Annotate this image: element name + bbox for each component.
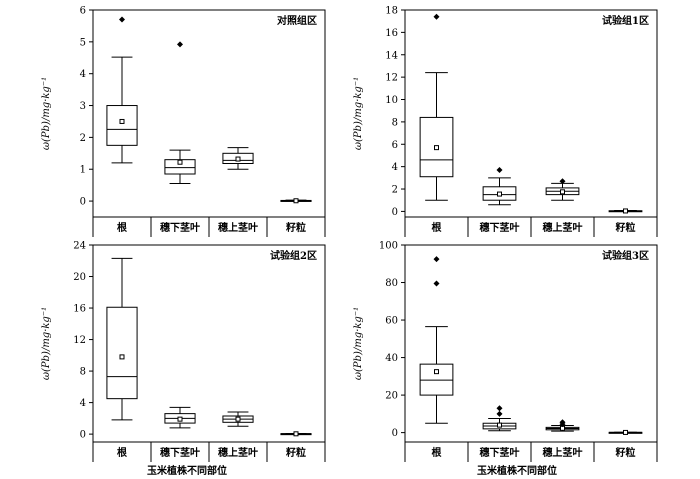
panel-2-y-tick-label: 6 [392, 140, 398, 151]
panel-1-y-axis-title: ω(Pb)/mg·kg⁻¹ [41, 77, 52, 150]
panel-4-y-tick-label: 60 [385, 316, 398, 327]
panel-4-category-label: 穗下茎叶 [480, 446, 520, 459]
panel-3-category-label: 籽粒 [286, 446, 306, 459]
panel-2-y-tick-label: 16 [385, 28, 398, 39]
panel-1-mean-marker [119, 118, 125, 124]
panel-3-category-label: 穗上茎叶 [218, 446, 258, 459]
panel-4-mean-marker [497, 422, 502, 428]
panel-3-mean-marker [235, 416, 241, 422]
panel-1-y-tick-label: 5 [80, 37, 86, 48]
panel-2-y-tick-label: 10 [385, 95, 398, 106]
panel-3-y-tick-label: 24 [73, 241, 86, 252]
panel-2-category-label: 根 [432, 221, 442, 234]
panel-1-category-label: 穗上茎叶 [218, 221, 258, 234]
panel-2-category-label: 穗下茎叶 [480, 221, 520, 234]
panel-1-y-tick-label: 6 [80, 6, 86, 17]
panel-2-outlier-point [559, 178, 566, 185]
panel-1-y-tick-label: 0 [80, 197, 86, 208]
panel-2-y-tick-label: 2 [392, 185, 398, 196]
panel-2-y-tick-label: 18 [385, 6, 398, 17]
panel-1-category-label: 穗下茎叶 [160, 221, 200, 234]
panel-4-y-tick-label: 20 [385, 391, 398, 402]
x-axis-title-left: 玉米植株不同部位 [147, 464, 227, 477]
panel-3-box [106, 306, 138, 400]
panel-3-y-tick-label: 8 [80, 367, 86, 378]
panel-2-category-label: 籽粒 [616, 221, 636, 234]
panel-3-mean-marker [119, 354, 125, 360]
panel-2-outlier-point [433, 13, 440, 20]
panel-3-y-tick-label: 16 [73, 304, 86, 315]
panel-1-mean-marker [293, 198, 299, 204]
panel-2-outlier-point [496, 167, 503, 174]
panel-4-mean-marker [623, 429, 628, 435]
panel-4-category-label: 根 [432, 446, 442, 459]
panel-3-category-label: 穗下茎叶 [160, 446, 200, 459]
panel-4-outlier-point [559, 419, 566, 426]
panel-2-mean-marker [497, 191, 502, 197]
panel-1-panel-title: 对照组区 [277, 14, 317, 27]
panel-2-y-tick-label: 4 [392, 162, 398, 173]
panel-4-y-axis-title: ω(Pb)/mg·kg⁻¹ [353, 307, 364, 380]
panel-2-mean-marker [560, 189, 565, 195]
panel-3-mean-marker [293, 431, 299, 437]
panel-1-y-tick-label: 4 [80, 69, 86, 80]
panel-2-y-tick-label: 0 [392, 207, 398, 218]
panel-2-panel-title: 试验组1区 [602, 14, 649, 27]
panel-2-y-tick-label: 8 [392, 117, 398, 128]
panel-1-category-label: 根 [117, 221, 127, 234]
panel-1-y-tick-label: 1 [80, 165, 86, 176]
panel-1-outlier-point [177, 41, 183, 48]
panel-3-mean-marker [177, 416, 183, 422]
panel-4-y-tick-label: 80 [385, 278, 398, 289]
panel-4-outlier-point [496, 405, 503, 412]
panel-3-panel-title: 试验组2区 [270, 249, 317, 262]
panel-2-category-label: 穗上茎叶 [543, 221, 583, 234]
panel-1-mean-marker [177, 159, 183, 165]
panel-4-category-label: 籽粒 [616, 446, 636, 459]
panel-1-y-tick-label: 3 [80, 101, 86, 112]
panel-3-y-tick-label: 0 [80, 430, 86, 441]
panel-4-y-tick-label: 40 [385, 353, 398, 364]
panel-3-y-axis-title: ω(Pb)/mg·kg⁻¹ [41, 307, 52, 380]
panel-4-panel-title: 试验组3区 [602, 249, 649, 262]
panel-3-y-tick-label: 4 [80, 398, 86, 409]
panel-2-mean-marker [434, 145, 439, 151]
panel-2-mean-marker [623, 208, 628, 214]
panel-4-outlier-point [433, 280, 440, 287]
panel-2-y-tick-label: 12 [385, 73, 398, 84]
panel-4-outlier-point [433, 256, 440, 263]
panel-1-box [164, 159, 196, 175]
panel-1-category-label: 籽粒 [286, 221, 306, 234]
x-axis-title-right: 玉米植株不同部位 [477, 464, 557, 477]
panel-2-plot-frame [404, 9, 658, 218]
panel-4-y-tick-label: 100 [379, 241, 398, 252]
panel-2-y-axis-title: ω(Pb)/mg·kg⁻¹ [353, 77, 364, 150]
panel-2-y-tick-label: 14 [385, 50, 398, 61]
panel-3-y-tick-label: 12 [73, 335, 86, 346]
panel-1-outlier-point [119, 16, 125, 23]
panel-1-box [106, 105, 138, 146]
panel-4-y-tick-label: 0 [392, 428, 398, 439]
panel-1-mean-marker [235, 156, 241, 162]
panel-3-category-label: 根 [117, 446, 127, 459]
panel-4-outlier-point [496, 410, 503, 417]
panel-3-y-tick-label: 20 [73, 272, 86, 283]
panel-4-mean-marker [434, 369, 439, 375]
panel-4-category-label: 穗上茎叶 [543, 446, 583, 459]
panel-4-plot-frame [404, 244, 658, 443]
panel-1-y-tick-label: 2 [80, 133, 86, 144]
